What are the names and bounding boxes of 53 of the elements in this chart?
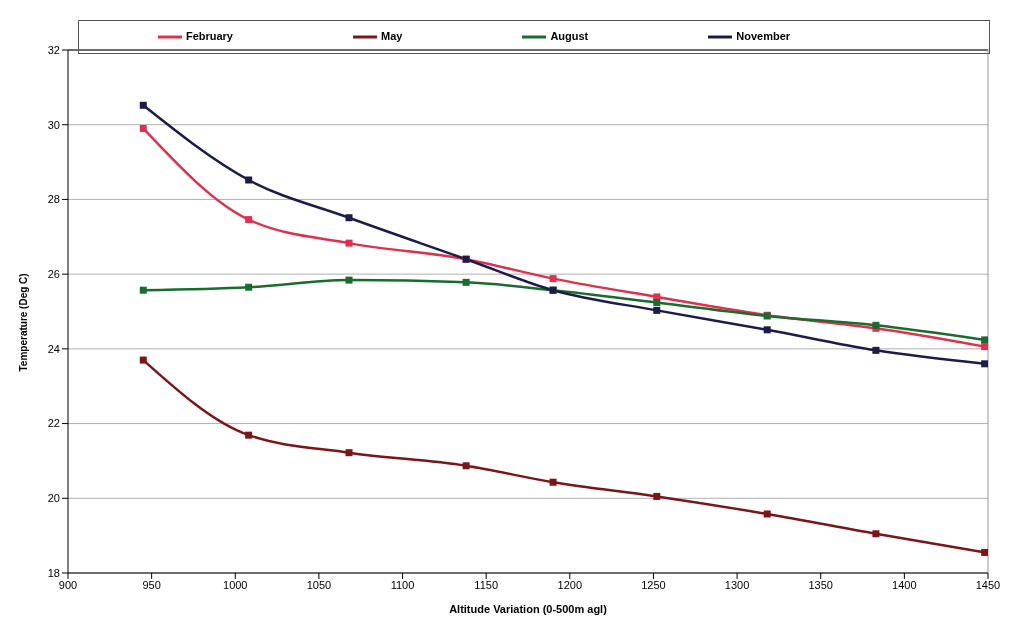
point [139,356,147,364]
x-tick-label: 1250 [641,578,666,591]
point [653,299,661,307]
legend-label: May [380,29,403,42]
y-tick-label: 24 [47,342,60,355]
point [245,216,253,224]
point [245,283,253,291]
x-tick-label: 950 [142,578,161,591]
x-tick-label: 1450 [975,578,1001,591]
y-tick-label: 22 [47,417,60,430]
x-tick-label: 1350 [808,578,833,591]
x-tick-label: 1000 [223,578,248,591]
x-axis-title: Altitude Variation (0-500m agl) [449,603,608,615]
point [549,275,557,283]
point [139,286,147,294]
y-tick-label: 18 [47,566,60,579]
point [345,276,353,284]
point [763,510,771,518]
y-tick-label: 30 [47,118,60,131]
point [872,530,880,538]
y-tick-label: 26 [47,268,60,281]
x-tick-label: 1050 [306,578,332,591]
point [462,278,470,286]
legend-label: February [185,29,233,42]
point [549,478,557,486]
point [139,101,147,109]
x-tick-label: 900 [58,578,78,591]
point [462,462,470,470]
point [245,431,253,439]
x-tick-label: 1100 [390,578,415,591]
point [139,124,147,132]
point [345,239,353,247]
legend-label: August [550,29,589,42]
x-tick-label: 1400 [892,578,917,591]
y-tick-label: 32 [47,43,60,56]
point [653,492,661,500]
x-tick-label: 1300 [724,578,750,591]
y-tick-label: 20 [47,492,60,505]
point [653,306,661,314]
y-axis-title: Temperature (Deg C) [17,273,29,372]
legend-label: November [736,29,791,42]
point [981,336,988,344]
point [345,449,353,457]
point [872,346,880,354]
point [245,176,253,184]
x-tick-label: 1150 [474,578,499,591]
x-tick-label: 1200 [557,578,583,591]
point [345,214,353,222]
y-tick-label: 28 [47,193,60,206]
point [981,360,988,368]
point [981,343,988,351]
point [763,326,771,334]
point [981,548,988,556]
